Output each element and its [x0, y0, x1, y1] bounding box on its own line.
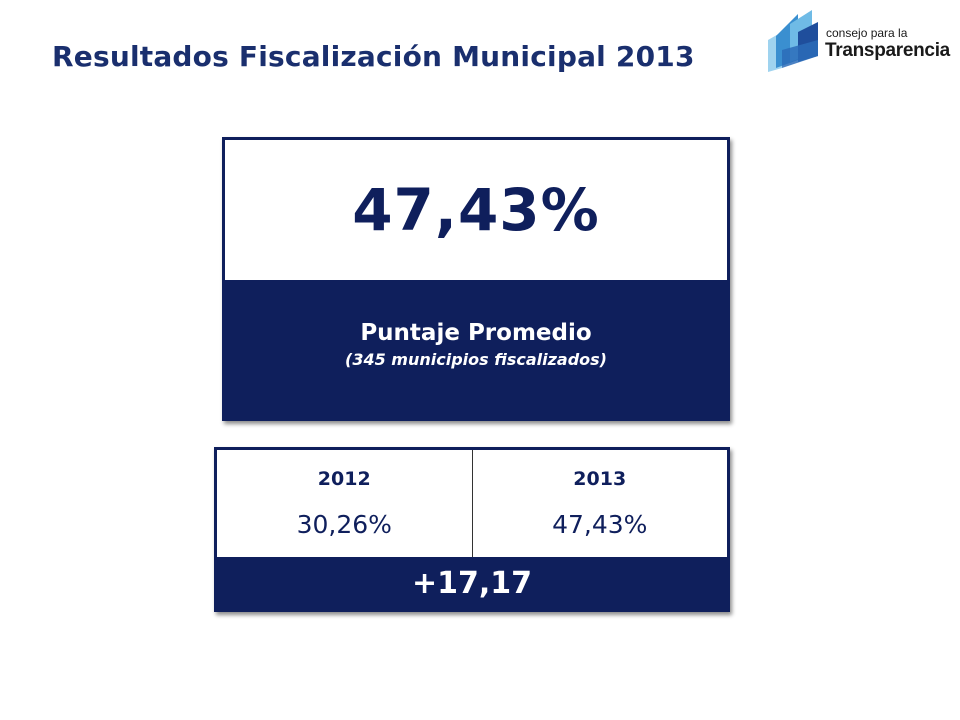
comparison-year: 2013 — [573, 468, 627, 490]
score-label: Puntaje Promedio — [360, 319, 592, 346]
comparison-value: 47,43% — [552, 510, 648, 539]
score-top: 47,43% — [225, 140, 727, 280]
score-bottom: Puntaje Promedio (345 municipios fiscali… — [225, 280, 727, 418]
logo-big-text: Transparencia — [825, 40, 950, 61]
logo-small-text: consejo para la — [826, 26, 908, 40]
score-value: 47,43% — [352, 176, 600, 244]
score-card: 47,43% Puntaje Promedio (345 municipios … — [222, 137, 730, 421]
comparison-column-2013: 2013 47,43% — [472, 450, 727, 557]
logo-icon — [768, 10, 818, 72]
page-title: Resultados Fiscalización Municipal 2013 — [52, 40, 695, 73]
logo: consejo para la Transparencia — [768, 10, 950, 72]
score-sublabel: (345 municipios fiscalizados) — [345, 349, 607, 369]
comparison-column-2012: 2012 30,26% — [217, 450, 473, 557]
comparison-year: 2012 — [317, 468, 371, 490]
comparison-columns: 2012 30,26% 2013 47,43% — [217, 450, 727, 557]
comparison-value: 30,26% — [296, 510, 392, 539]
comparison-difference: +17,17 — [217, 557, 727, 609]
comparison-card: 2012 30,26% 2013 47,43% +17,17 — [214, 447, 730, 612]
